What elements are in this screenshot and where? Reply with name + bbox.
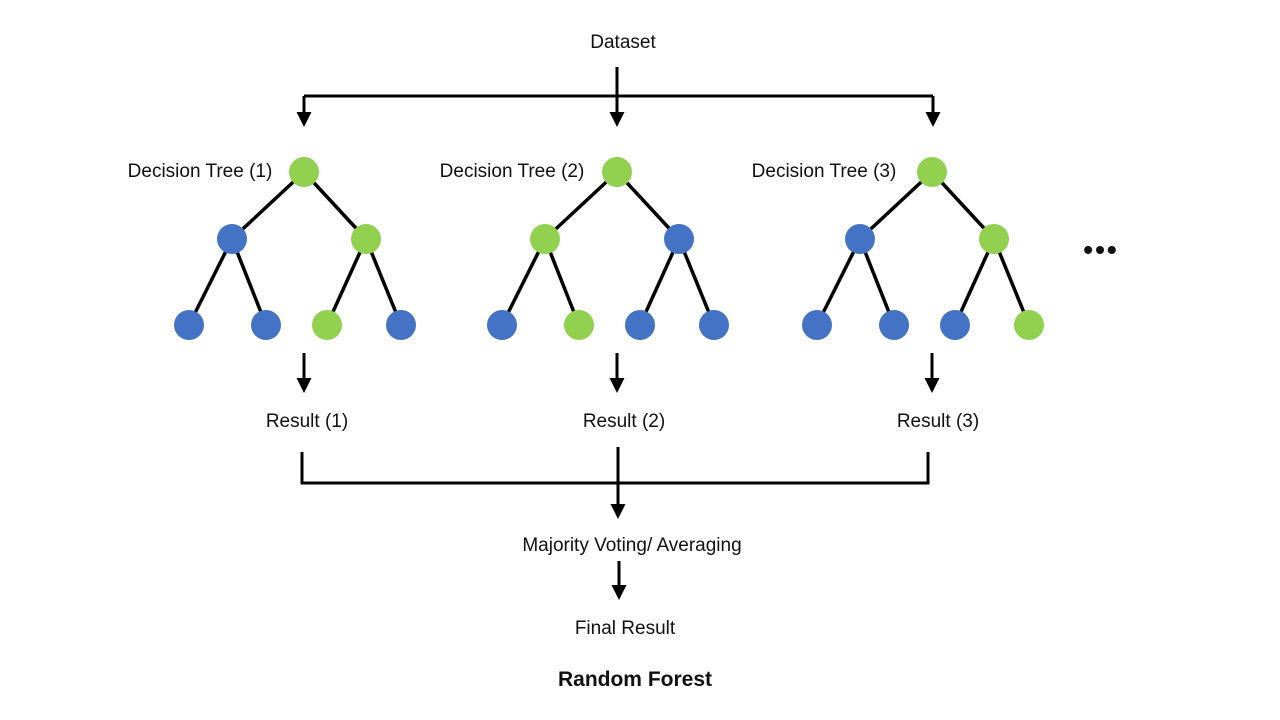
tree3-right-node — [979, 224, 1009, 254]
decision-tree-2-label: Decision Tree (2) — [439, 161, 585, 182]
tree3-left-node — [845, 224, 875, 254]
results-merge-bracket — [300, 452, 930, 485]
tree3-leaf2-node — [879, 310, 909, 340]
dataset-label: Dataset — [590, 32, 656, 53]
aggregation-label: Majority Voting/ Averaging — [522, 535, 742, 556]
tree1-leaf4-node — [386, 310, 416, 340]
tree2-left-node — [530, 224, 560, 254]
final-result-label: Final Result — [574, 618, 676, 639]
tree2-leaf1-node — [487, 310, 517, 340]
result-1-label: Result (1) — [265, 411, 349, 432]
tree3-leaf1-node — [802, 310, 832, 340]
tree2-right-node — [664, 224, 694, 254]
tree2-leaf2-node — [564, 310, 594, 340]
dataset-distribution-arrows — [296, 67, 941, 127]
more-trees-ellipsis: ••• — [1083, 234, 1119, 265]
result-2-label: Result (2) — [582, 411, 666, 432]
tree1-root-node — [289, 157, 319, 187]
tree1-leaf2-node — [251, 310, 281, 340]
tree3-leaf3-node — [940, 310, 970, 340]
decision-tree-3-label: Decision Tree (3) — [751, 161, 897, 182]
decision-tree-2 — [487, 157, 729, 340]
tree1-right-node — [351, 224, 381, 254]
tree-result-arrows — [296, 353, 940, 393]
tree3-root-node — [917, 157, 947, 187]
diagram-title: Random Forest — [557, 668, 712, 691]
tree1-leaf1-node — [174, 310, 204, 340]
tree1-leaf3-node — [312, 310, 342, 340]
tree2-leaf3-node — [625, 310, 655, 340]
tree2-leaf4-node — [699, 310, 729, 340]
decision-tree-3 — [802, 157, 1044, 340]
aggregation-arrows — [300, 447, 930, 600]
tree1-left-node — [217, 224, 247, 254]
tree2-root-node — [602, 157, 632, 187]
decision-tree-1-label: Decision Tree (1) — [127, 161, 273, 182]
tree3-leaf4-node — [1014, 310, 1044, 340]
decision-tree-1 — [174, 157, 416, 340]
result-3-label: Result (3) — [896, 411, 980, 432]
